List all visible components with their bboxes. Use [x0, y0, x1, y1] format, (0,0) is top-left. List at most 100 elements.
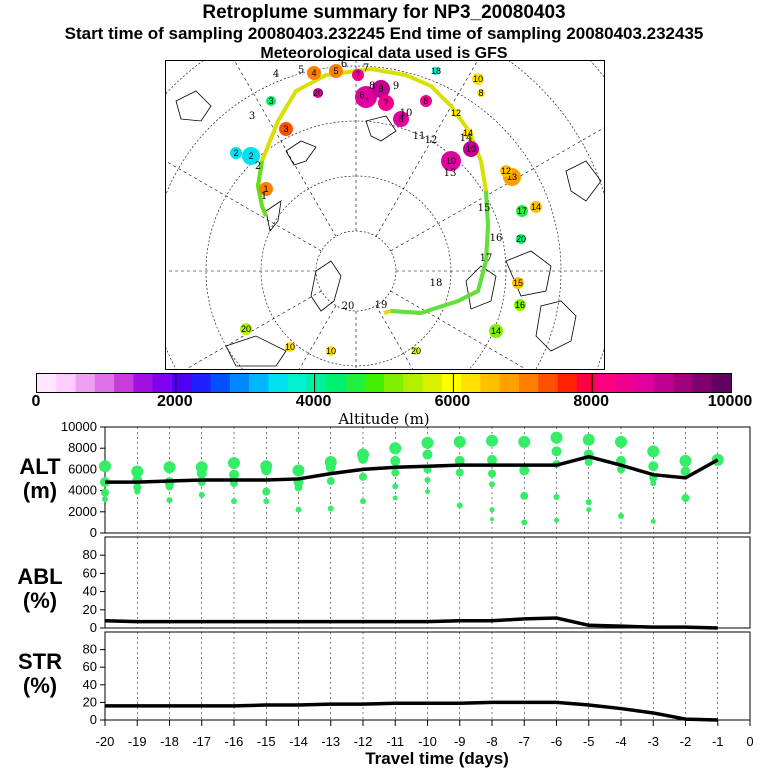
- colorbar-segment: [364, 374, 385, 392]
- alt-series-line: [105, 454, 719, 484]
- altitude-cluster-marker: [313, 88, 323, 98]
- colorbar-segment: [596, 374, 616, 392]
- abl-y-tick-label: 20: [83, 602, 97, 617]
- colorbar-tick-label: 10000: [707, 393, 753, 410]
- coastline: [365, 115, 397, 142]
- colorbar-segment: [576, 374, 597, 392]
- coastline: [310, 260, 342, 312]
- alt-y-tick-label: 4000: [68, 483, 97, 498]
- colorbar-segment: [441, 374, 462, 392]
- trajectory-day-label: 3: [249, 111, 255, 122]
- cluster-day-label: 10: [446, 156, 456, 166]
- alt-cluster-point: [166, 497, 173, 504]
- alt-cluster-point: [165, 482, 174, 491]
- str-y-tick-label: 60: [83, 659, 97, 674]
- alt-cluster-point: [586, 507, 592, 513]
- colorbar-segment: [634, 374, 655, 392]
- cluster-day-label: 10: [473, 74, 483, 84]
- x-tick-label: -20: [96, 734, 115, 749]
- trajectory-day-label: 15: [478, 203, 491, 214]
- alt-cluster-point: [134, 488, 141, 495]
- altitude-cluster-marker: [514, 299, 526, 311]
- altitude-cluster-marker: [230, 147, 242, 159]
- alt-cluster-point: [358, 453, 368, 464]
- altitude-cluster-marker: [307, 66, 321, 80]
- alt-cluster-point: [679, 454, 692, 467]
- alt-cluster-point: [582, 433, 595, 446]
- colorbar-segment: [518, 374, 539, 392]
- coastline: [565, 160, 602, 202]
- cluster-day-label: 8: [378, 84, 383, 94]
- alt-cluster-point: [647, 445, 660, 458]
- altitude-cluster-marker: [500, 165, 512, 177]
- alt-cluster-point: [650, 518, 656, 524]
- colorbar-segment: [326, 374, 347, 392]
- colorbar-segment: [306, 374, 327, 392]
- cluster-day-label: 10: [466, 144, 476, 154]
- x-tick-label: -1: [712, 734, 724, 749]
- alt-cluster-point: [521, 519, 528, 526]
- altitude-cluster-marker: [472, 73, 484, 85]
- altitude-cluster-marker: [259, 182, 273, 196]
- str-y-tick-label: 40: [83, 677, 97, 692]
- alt-cluster-point: [422, 449, 433, 460]
- x-tick-label: -17: [192, 734, 211, 749]
- altitude-cluster-marker: [378, 95, 394, 111]
- cluster-day-label: 20: [411, 346, 421, 356]
- trajectory-day-label: 14: [460, 133, 473, 144]
- alt-panel-label: ALT (m): [0, 455, 80, 503]
- alt-cluster-point: [263, 498, 270, 505]
- colorbar-segment: [191, 374, 212, 392]
- trajectory-day-label: 19: [375, 300, 388, 311]
- alt-cluster-point: [489, 481, 495, 488]
- alt-cluster-point: [391, 468, 400, 477]
- colorbar-segment: [461, 374, 481, 392]
- alt-cluster-point: [489, 507, 495, 513]
- cluster-day-label: 14: [491, 326, 501, 336]
- trajectory-day-label: 12: [425, 135, 438, 146]
- alt-label: ALT: [19, 454, 61, 479]
- colorbar-segment: [249, 374, 269, 392]
- alt-cluster-point: [389, 442, 402, 455]
- trajectory-day-label: 8: [369, 81, 375, 92]
- alt-cluster-point: [326, 477, 335, 486]
- cluster-day-label: 20: [241, 324, 251, 334]
- colorbar-segment: [384, 374, 404, 392]
- colorbar-segment: [152, 374, 173, 392]
- str-label: STR: [18, 649, 62, 674]
- alt-cluster-point: [453, 435, 466, 448]
- coastline: [285, 140, 317, 166]
- altitude-cluster-marker: [452, 109, 460, 117]
- colorbar-tick-label: 6000: [434, 393, 471, 410]
- alt-cluster-point: [650, 480, 657, 487]
- coastline: [535, 300, 577, 352]
- colorbar-segment: [171, 374, 192, 392]
- cluster-day-label: 5: [333, 66, 338, 76]
- alt-cluster-point: [261, 465, 272, 476]
- alt-cluster-point: [456, 502, 463, 509]
- sampling-times: Start time of sampling 20080403.232245 E…: [64, 24, 704, 43]
- alt-y-tick-label: 0: [90, 525, 97, 540]
- alt-cluster-point: [325, 462, 336, 473]
- colorbar-segment: [499, 374, 520, 392]
- altitude-cluster-marker: [432, 67, 440, 75]
- colorbar-segment: [210, 374, 231, 392]
- abl-series-line: [104, 616, 718, 630]
- altitude-cluster-marker: [463, 141, 479, 157]
- colorbar-segment: [653, 374, 674, 392]
- polar-map: 9877542068810103322110813121714201516142…: [165, 60, 605, 370]
- x-axis-label: Travel time (days): [365, 749, 509, 768]
- altitude-cluster-marker: [285, 342, 295, 352]
- altitude-cluster-marker: [516, 205, 528, 217]
- colorbar-segment: [133, 374, 154, 392]
- str-y-tick-label: 20: [83, 694, 97, 709]
- alt-cluster-point: [681, 494, 690, 503]
- x-tick-label: -5: [583, 734, 595, 749]
- x-tick-label: 0: [746, 734, 753, 749]
- cluster-day-label: 18: [431, 66, 441, 76]
- cluster-day-label: 8: [423, 96, 428, 106]
- alt-y-tick-label: 8000: [68, 440, 97, 455]
- alt-cluster-point: [584, 457, 593, 466]
- abl-y-tick-label: 0: [90, 620, 97, 635]
- alt-cluster-point: [392, 483, 399, 490]
